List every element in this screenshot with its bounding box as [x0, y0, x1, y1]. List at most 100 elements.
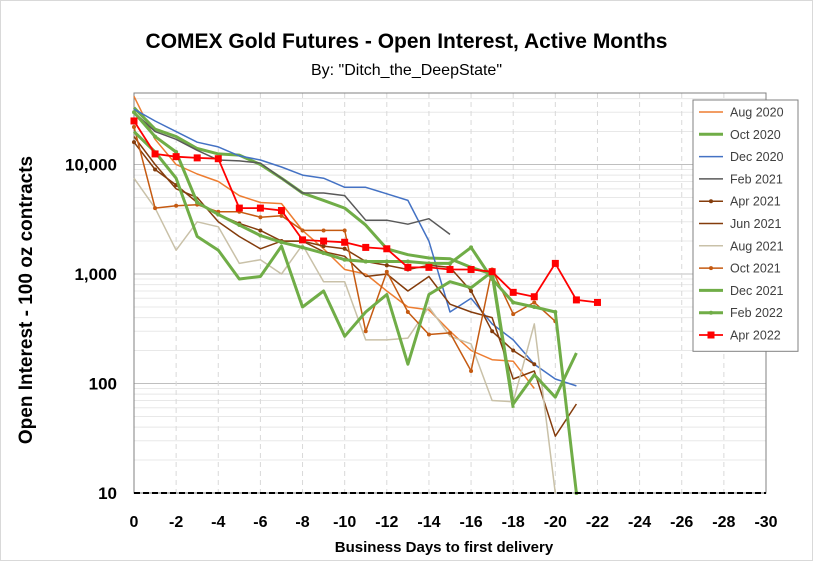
x-tick-label: -14	[417, 514, 440, 531]
data-point-feb-2022	[511, 300, 516, 305]
legend-label: Oct 2020	[730, 128, 781, 142]
legend-label: Dec 2020	[730, 150, 784, 164]
data-point-apr-2022	[172, 153, 180, 161]
y-tick-label: 10,000	[65, 156, 117, 175]
series-line-feb-2022	[132, 111, 578, 494]
legend-item-feb-2021: Feb 2021	[699, 172, 783, 186]
x-tick-label: -22	[586, 514, 609, 531]
legend-item-dec-2020: Dec 2020	[699, 150, 784, 164]
data-point-oct-2021	[384, 269, 389, 274]
data-point-oct-2021	[279, 213, 284, 218]
data-point-oct-2021	[363, 329, 368, 334]
legend-item-aug-2020: Aug 2020	[699, 106, 784, 120]
series-aug-2021	[133, 177, 557, 494]
legend-label: Apr 2022	[730, 329, 781, 343]
legend-marker	[707, 331, 715, 339]
legend-label: Dec 2021	[730, 284, 784, 298]
data-point-feb-2022	[448, 261, 452, 266]
data-point-apr-2022	[193, 154, 201, 162]
x-tick-label: -24	[628, 514, 651, 531]
data-point-apr-2022	[488, 268, 496, 276]
data-point-apr-2022	[509, 288, 517, 296]
data-point-feb-2022	[342, 257, 347, 262]
data-point-apr-2022	[425, 263, 433, 271]
data-point-apr-2021	[132, 140, 136, 145]
data-point-feb-2022	[532, 304, 537, 309]
legend-item-dec-2021: Dec 2021	[699, 284, 784, 298]
data-point-oct-2021	[321, 228, 326, 233]
x-tick-label: -12	[375, 514, 398, 531]
data-point-apr-2022	[446, 265, 454, 273]
data-point-feb-2022	[174, 150, 179, 155]
data-point-oct-2021	[448, 330, 452, 335]
data-point-oct-2021	[511, 312, 516, 317]
legend-label: Jun 2021	[730, 217, 781, 231]
data-point-apr-2022	[383, 245, 391, 253]
data-point-apr-2022	[320, 237, 328, 245]
legend-item-oct-2020: Oct 2020	[699, 128, 781, 142]
data-point-apr-2021	[384, 263, 389, 268]
data-point-feb-2022	[363, 259, 368, 264]
legend-label: Aug 2020	[730, 106, 784, 120]
x-tick-label: -30	[754, 514, 777, 531]
x-tick-label: -26	[670, 514, 693, 531]
data-point-feb-2022	[469, 245, 474, 250]
data-point-feb-2022	[405, 259, 410, 264]
series-feb-2022	[132, 110, 579, 495]
data-point-oct-2021	[469, 369, 474, 374]
series-line-feb-2021	[133, 111, 451, 236]
y-tick-label: 10	[98, 484, 117, 503]
x-tick-label: -10	[333, 514, 356, 531]
chart-title: COMEX Gold Futures - Open Interest, Acti…	[145, 30, 668, 53]
data-point-apr-2021	[321, 244, 326, 249]
series-apr-2022	[130, 117, 601, 306]
legend-marker	[709, 266, 713, 271]
legend-item-apr-2021: Apr 2021	[699, 195, 781, 209]
data-point-apr-2022	[362, 243, 370, 251]
legend-box	[692, 99, 799, 352]
series-line-aug-2020	[133, 95, 535, 389]
data-point-apr-2021	[511, 348, 516, 353]
x-tick-label: -8	[295, 514, 309, 531]
data-point-apr-2022	[235, 204, 243, 212]
series-feb-2021	[133, 111, 451, 236]
data-point-apr-2022	[530, 293, 538, 301]
x-tick-label: -2	[169, 514, 183, 531]
data-point-feb-2022	[258, 233, 263, 238]
data-point-apr-2021	[258, 228, 263, 233]
data-point-feb-2022	[216, 212, 221, 217]
data-point-apr-2021	[342, 246, 347, 251]
data-point-feb-2022	[384, 259, 389, 264]
data-point-apr-2022	[404, 263, 412, 271]
series-line-apr-2022	[133, 120, 598, 304]
x-tick-label: -28	[712, 514, 735, 531]
data-point-feb-2022	[321, 251, 326, 256]
data-point-apr-2021	[532, 362, 537, 367]
data-point-oct-2021	[405, 309, 410, 314]
legend: Aug 2020 Oct 2020 Dec 2020 Feb 2021 Apr 2021…	[692, 99, 799, 352]
data-point-oct-2021	[258, 215, 263, 220]
legend-marker	[709, 310, 713, 315]
data-point-oct-2021	[153, 206, 158, 211]
legend-item-aug-2021: Aug 2021	[699, 239, 784, 253]
data-point-apr-2022	[277, 207, 285, 215]
data-point-apr-2022	[467, 265, 475, 273]
legend-label: Aug 2021	[730, 239, 784, 253]
data-point-oct-2021	[342, 228, 347, 233]
x-tick-label: -4	[211, 514, 225, 531]
data-point-oct-2021	[300, 228, 305, 233]
y-tick-label: 1,000	[74, 265, 117, 284]
data-point-apr-2021	[490, 329, 495, 334]
data-point-feb-2022	[300, 245, 305, 250]
data-point-oct-2021	[132, 125, 136, 130]
legend-item-apr-2022: Apr 2022	[699, 329, 781, 343]
data-point-apr-2022	[551, 259, 559, 267]
data-point-feb-2022	[153, 134, 158, 139]
y-tick-label: 100	[89, 375, 117, 394]
data-point-apr-2021	[469, 288, 474, 293]
data-point-feb-2022	[237, 223, 242, 228]
series-lines	[130, 95, 601, 495]
legend-item-jun-2021: Jun 2021	[699, 217, 781, 231]
data-point-feb-2022	[490, 277, 495, 282]
